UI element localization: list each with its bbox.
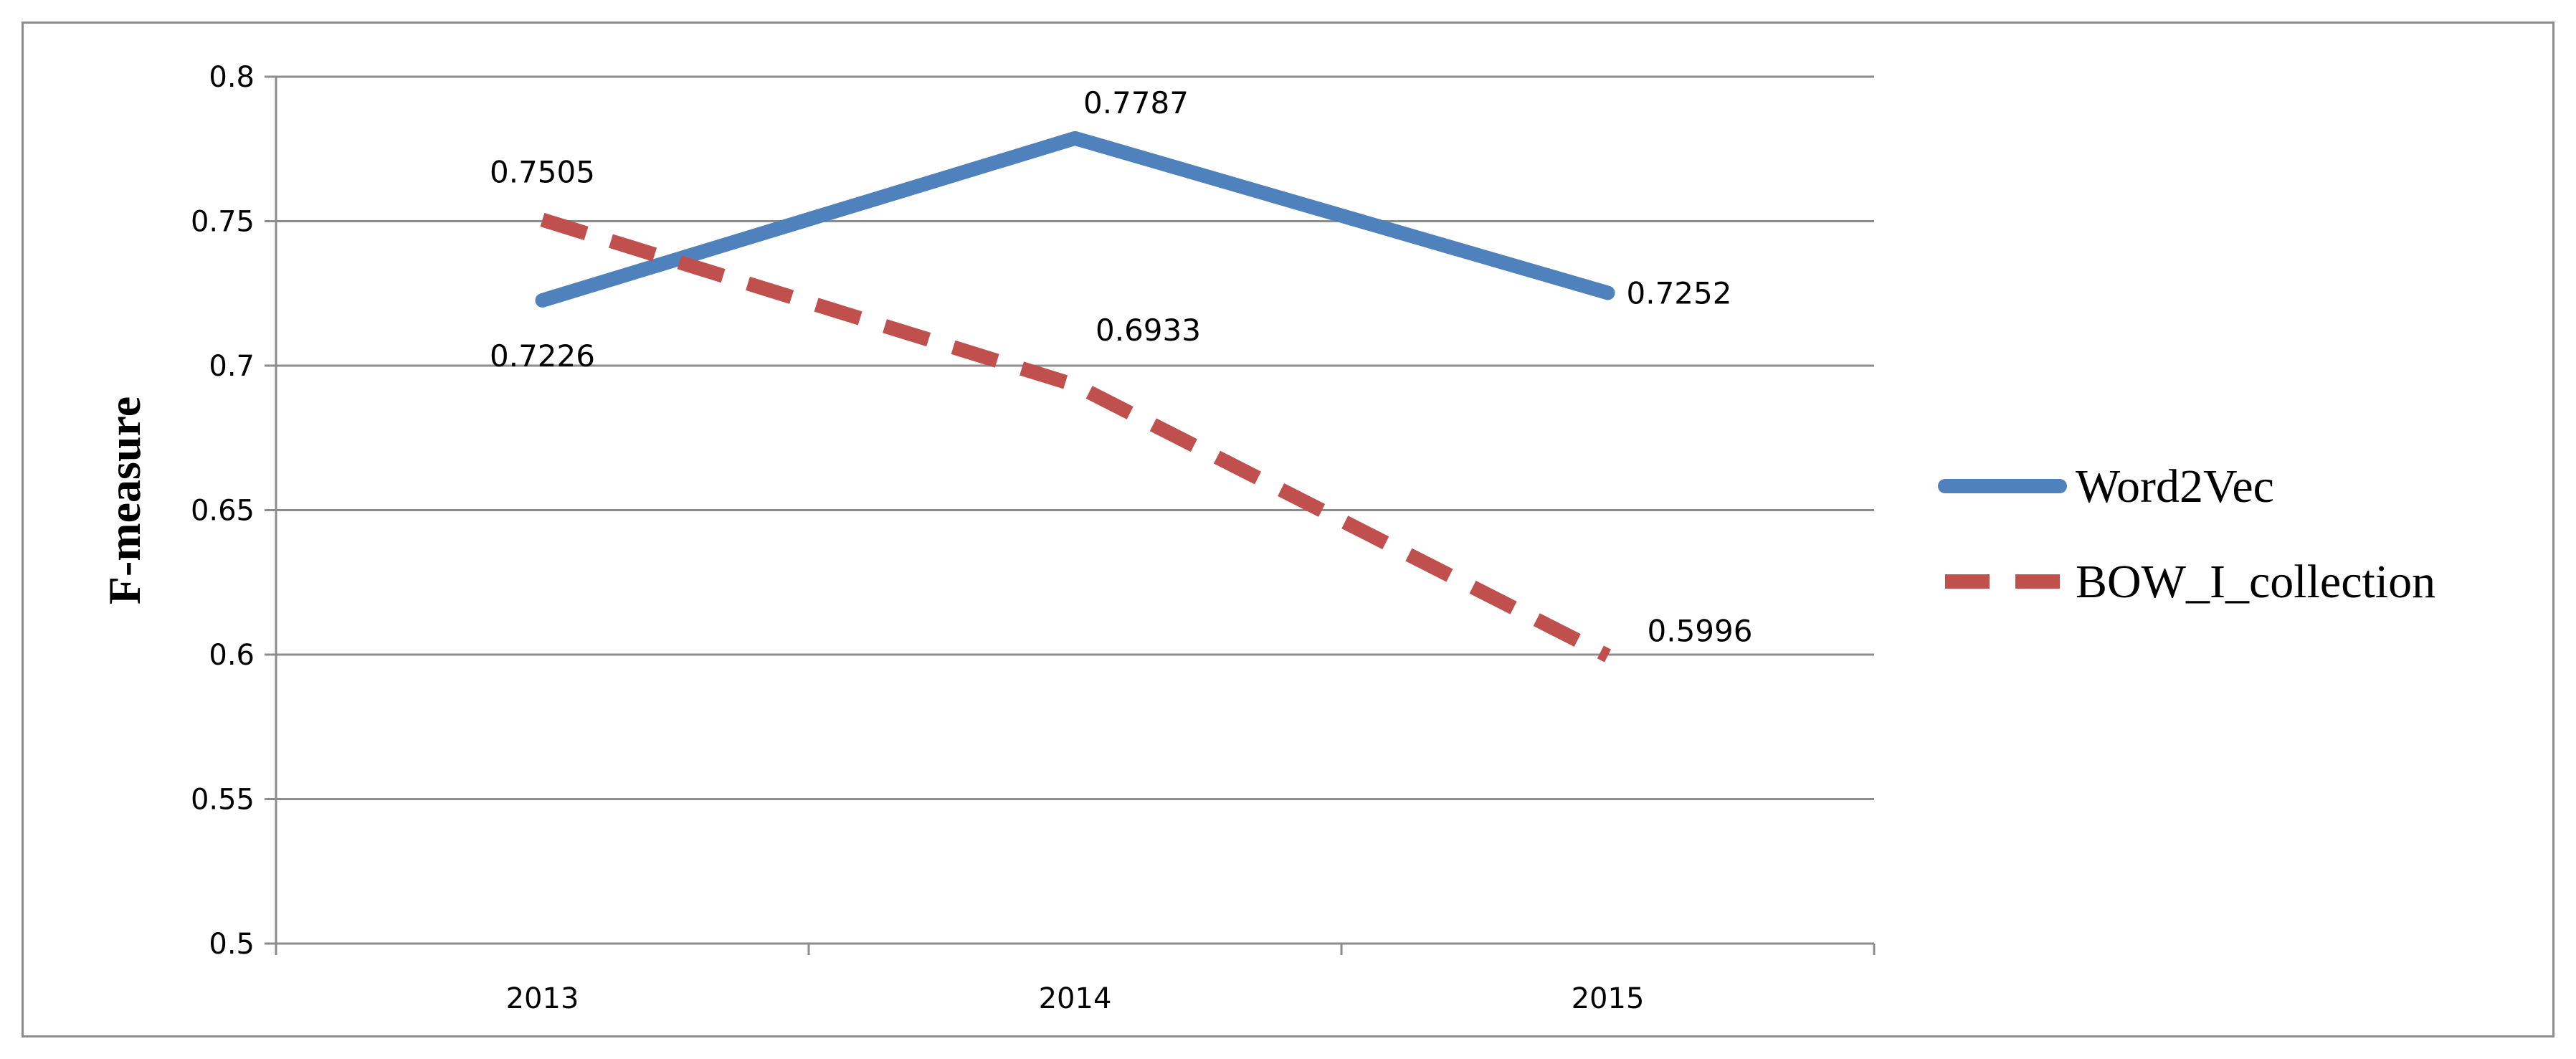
data-label: 0.7226 <box>490 338 595 374</box>
data-labels: 0.7226 0.7787 0.7252 0.7505 0.6933 0.5996 <box>490 85 1752 649</box>
y-axis-title: F-measure <box>99 396 150 604</box>
x-tick-label: 2014 <box>1039 982 1112 1015</box>
line-chart: 0.5 0.55 0.6 0.65 0.7 0.75 0.8 2013 2014 2015 0.7… <box>99 61 2435 1015</box>
x-tick-label: 2015 <box>1572 982 1645 1015</box>
series-line-Word2Vec <box>535 130 1615 308</box>
legend: Word2Vec BOW_I_collection <box>1938 460 2435 608</box>
series-line-BOW_I_collection <box>540 212 1612 663</box>
y-tick-label: 0.8 <box>209 61 255 94</box>
y-tick-label: 0.65 <box>191 495 255 528</box>
chart-frame: 0.5 0.55 0.6 0.65 0.7 0.75 0.8 2013 2014 2015 0.7… <box>22 22 2554 1037</box>
x-tick-label: 2013 <box>506 982 579 1015</box>
y-tick-label: 0.6 <box>209 639 255 672</box>
series-lines <box>535 130 1615 663</box>
legend-label: Word2Vec <box>2076 460 2274 513</box>
y-tick-label: 0.75 <box>191 206 255 239</box>
data-label: 0.7787 <box>1083 85 1189 120</box>
axes: 0.5 0.55 0.6 0.65 0.7 0.75 0.8 2013 2014 2015 <box>191 61 1876 1015</box>
data-label: 0.7252 <box>1627 275 1732 310</box>
y-tick-label: 0.7 <box>209 350 255 383</box>
data-label: 0.6933 <box>1095 313 1201 348</box>
y-tick-label: 0.55 <box>191 784 255 817</box>
data-label: 0.7505 <box>490 154 595 189</box>
y-tick-label: 0.5 <box>209 928 255 961</box>
legend-label: BOW_I_collection <box>2076 556 2435 608</box>
data-label: 0.5996 <box>1648 614 1753 649</box>
